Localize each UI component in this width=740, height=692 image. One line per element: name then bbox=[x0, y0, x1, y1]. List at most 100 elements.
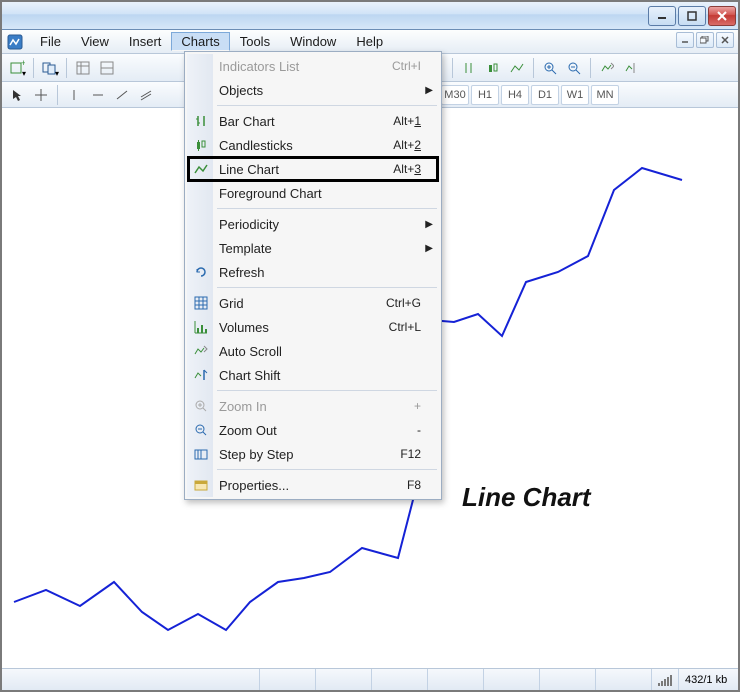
menu-item-foreground-chart[interactable]: Foreground Chart bbox=[187, 181, 439, 205]
menu-item-zoom-in: Zoom In+ bbox=[187, 394, 439, 418]
charts-menu-dropdown: Indicators ListCtrl+IObjects▶ Bar ChartAl… bbox=[184, 51, 442, 500]
profiles-button[interactable]: ▾ bbox=[39, 57, 61, 79]
status-bar: 432/1 kb bbox=[2, 668, 738, 690]
bar-chart-button[interactable] bbox=[458, 57, 480, 79]
line-icon bbox=[192, 160, 210, 178]
menu-item-label: Bar Chart bbox=[219, 114, 275, 129]
trendline-tool-button[interactable] bbox=[111, 84, 133, 106]
menu-item-label: Zoom Out bbox=[219, 423, 277, 438]
hline-tool-button[interactable] bbox=[87, 84, 109, 106]
menu-item-bar-chart[interactable]: Bar ChartAlt+1 bbox=[187, 109, 439, 133]
menu-item-chart-shift[interactable]: Chart Shift bbox=[187, 363, 439, 387]
status-segment bbox=[483, 669, 539, 690]
menu-charts[interactable]: Charts bbox=[171, 32, 229, 51]
main-window: FileViewInsertChartsToolsWindowHelp +▾ ▾… bbox=[2, 2, 738, 690]
status-segment bbox=[595, 669, 651, 690]
autoscroll-icon bbox=[192, 342, 210, 360]
menu-item-label: Volumes bbox=[219, 320, 269, 335]
menu-item-label: Line Chart bbox=[219, 162, 279, 177]
status-segment bbox=[371, 669, 427, 690]
zoomout-icon bbox=[192, 421, 210, 439]
market-watch-button[interactable] bbox=[72, 57, 94, 79]
timeframe-w1-button[interactable]: W1 bbox=[561, 85, 589, 105]
menu-help[interactable]: Help bbox=[346, 32, 393, 51]
menu-file[interactable]: File bbox=[30, 32, 71, 51]
menu-item-label: Step by Step bbox=[219, 447, 293, 462]
grid-icon bbox=[192, 294, 210, 312]
bar-icon bbox=[192, 112, 210, 130]
vline-tool-button[interactable] bbox=[63, 84, 85, 106]
mdi-minimize-button[interactable] bbox=[676, 32, 694, 48]
screenshot-frame: FileViewInsertChartsToolsWindowHelp +▾ ▾… bbox=[0, 0, 740, 692]
svg-text:+: + bbox=[21, 60, 25, 68]
zoom-out-button[interactable] bbox=[563, 57, 585, 79]
crosshair-tool-button[interactable] bbox=[30, 84, 52, 106]
signal-bars-icon bbox=[658, 674, 672, 686]
props-icon bbox=[192, 476, 210, 494]
step-icon bbox=[192, 445, 210, 463]
menu-item-properties[interactable]: Properties...F8 bbox=[187, 473, 439, 497]
status-segment bbox=[259, 669, 315, 690]
mdi-buttons bbox=[676, 32, 734, 48]
mdi-restore-button[interactable] bbox=[696, 32, 714, 48]
menu-item-step-by-step[interactable]: Step by StepF12 bbox=[187, 442, 439, 466]
timeframe-h1-button[interactable]: H1 bbox=[471, 85, 499, 105]
navigator-button[interactable] bbox=[96, 57, 118, 79]
menu-item-label: Auto Scroll bbox=[219, 344, 282, 359]
cursor-tool-button[interactable] bbox=[6, 84, 28, 106]
menu-tools[interactable]: Tools bbox=[230, 32, 280, 51]
menu-item-label: Grid bbox=[219, 296, 244, 311]
menu-window[interactable]: Window bbox=[280, 32, 346, 51]
mdi-close-button[interactable] bbox=[716, 32, 734, 48]
line-chart-button[interactable] bbox=[506, 57, 528, 79]
menu-item-auto-scroll[interactable]: Auto Scroll bbox=[187, 339, 439, 363]
menu-item-candlesticks[interactable]: CandlesticksAlt+2 bbox=[187, 133, 439, 157]
traffic-label: 432/1 kb bbox=[678, 669, 738, 690]
timeframe-d1-button[interactable]: D1 bbox=[531, 85, 559, 105]
menu-item-label: Refresh bbox=[219, 265, 265, 280]
menu-item-label: Chart Shift bbox=[219, 368, 280, 383]
chartshift-button[interactable] bbox=[620, 57, 642, 79]
menu-item-label: Periodicity bbox=[219, 217, 279, 232]
menu-item-line-chart[interactable]: Line ChartAlt+3 bbox=[187, 157, 439, 181]
channel-tool-button[interactable] bbox=[135, 84, 157, 106]
candle-icon bbox=[192, 136, 210, 154]
window-close-button[interactable] bbox=[708, 6, 736, 26]
menu-item-label: Properties... bbox=[219, 478, 289, 493]
chart-type-label: Line Chart bbox=[462, 482, 591, 513]
menu-item-refresh[interactable]: Refresh bbox=[187, 260, 439, 284]
menu-item-label: Zoom In bbox=[219, 399, 267, 414]
window-minimize-button[interactable] bbox=[648, 6, 676, 26]
menu-item-volumes[interactable]: VolumesCtrl+L bbox=[187, 315, 439, 339]
menu-item-label: Indicators List bbox=[219, 59, 299, 74]
shift-icon bbox=[192, 366, 210, 384]
menu-item-label: Objects bbox=[219, 83, 263, 98]
menu-item-indicators-list: Indicators ListCtrl+I bbox=[187, 54, 439, 78]
menu-item-label: Template bbox=[219, 241, 272, 256]
menu-item-grid[interactable]: GridCtrl+G bbox=[187, 291, 439, 315]
zoom-in-button[interactable] bbox=[539, 57, 561, 79]
window-maximize-button[interactable] bbox=[678, 6, 706, 26]
refresh-icon bbox=[192, 263, 210, 281]
status-segment bbox=[315, 669, 371, 690]
zoomin-icon bbox=[192, 397, 210, 415]
candlestick-button[interactable] bbox=[482, 57, 504, 79]
menu-view[interactable]: View bbox=[71, 32, 119, 51]
menu-item-label: Foreground Chart bbox=[219, 186, 322, 201]
menu-insert[interactable]: Insert bbox=[119, 32, 172, 51]
status-segment bbox=[539, 669, 595, 690]
menu-item-label: Candlesticks bbox=[219, 138, 293, 153]
autoscroll-button[interactable] bbox=[596, 57, 618, 79]
menu-item-objects[interactable]: Objects▶ bbox=[187, 78, 439, 102]
menu-item-zoom-out[interactable]: Zoom Out- bbox=[187, 418, 439, 442]
menu-item-periodicity[interactable]: Periodicity▶ bbox=[187, 212, 439, 236]
title-bar bbox=[2, 2, 738, 30]
vol-icon bbox=[192, 318, 210, 336]
timeframe-mn-button[interactable]: MN bbox=[591, 85, 619, 105]
menu-item-template[interactable]: Template▶ bbox=[187, 236, 439, 260]
new-chart-button[interactable]: +▾ bbox=[6, 57, 28, 79]
app-icon bbox=[6, 33, 24, 51]
status-segment bbox=[427, 669, 483, 690]
timeframe-h4-button[interactable]: H4 bbox=[501, 85, 529, 105]
timeframe-m30-button[interactable]: M30 bbox=[441, 85, 469, 105]
